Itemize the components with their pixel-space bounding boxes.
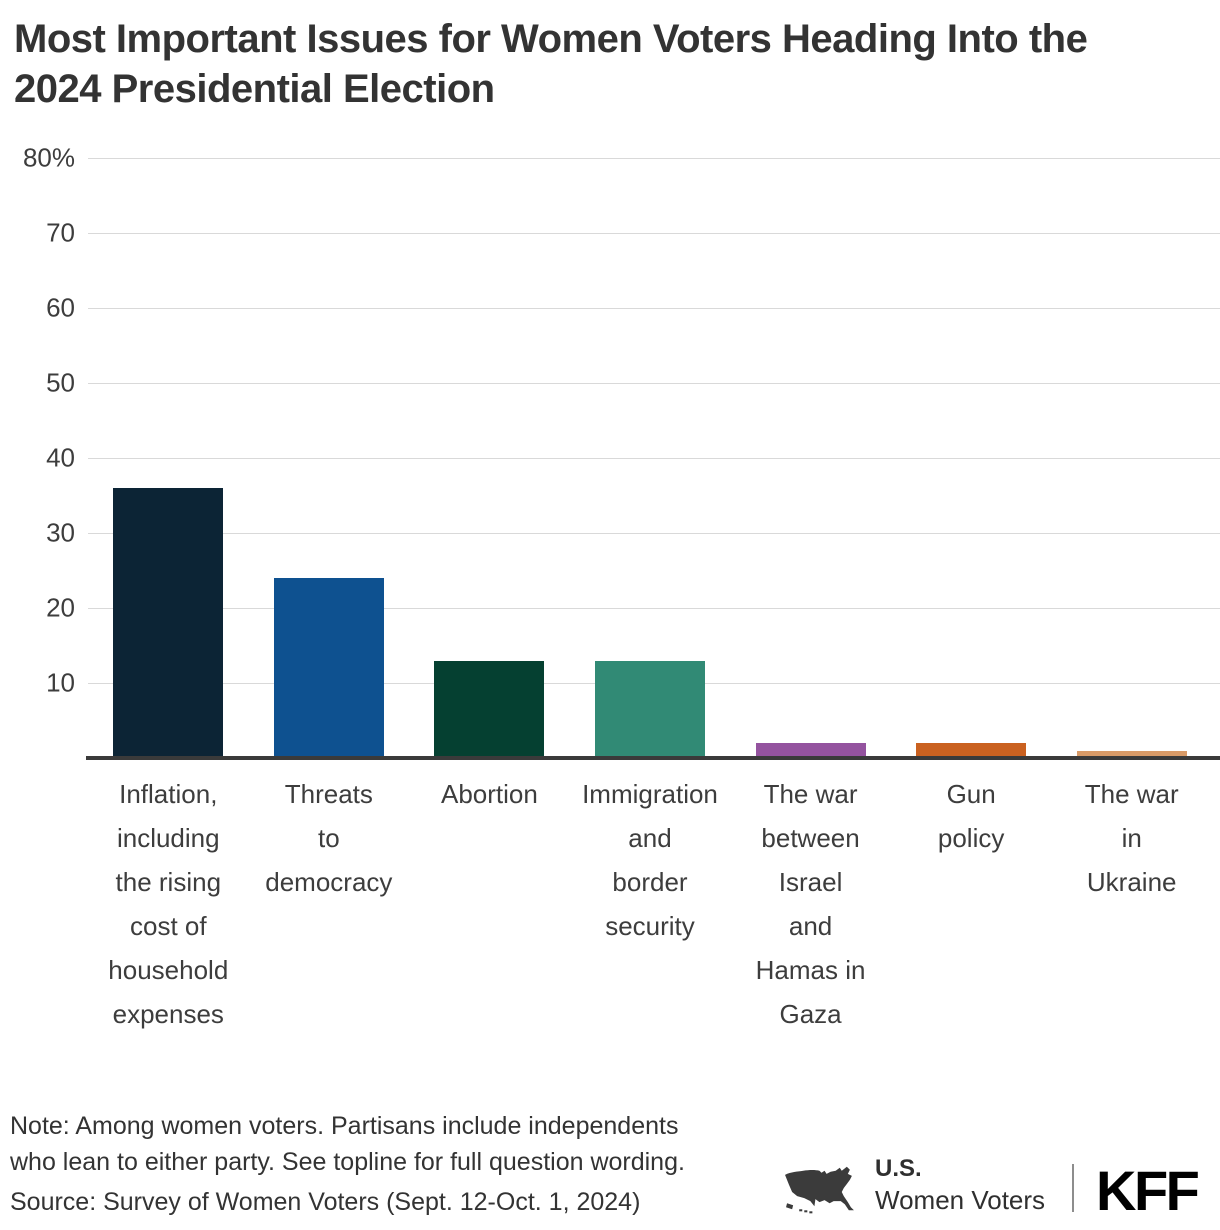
bar-immigration-and-border (595, 660, 705, 758)
chart-title: Most Important Issues for Women Voters H… (14, 14, 1204, 114)
gridline-30 (88, 533, 1220, 534)
gridline-20 (88, 608, 1220, 609)
y-axis-tick-10: 10 (46, 667, 75, 698)
source: Source: Survey of Women Voters (Sept. 12… (10, 1188, 641, 1216)
x-axis-label-line: democracy (265, 867, 393, 897)
brand-region-label: U.S. (875, 1155, 922, 1182)
x-axis-label-line: Gun (946, 779, 996, 809)
x-axis-label-line: Threats (284, 779, 373, 809)
x-axis-label-line: and (788, 911, 833, 941)
gridline-40 (88, 458, 1220, 459)
x-axis-label-line: and (628, 823, 672, 853)
x-axis-label-line: including (116, 823, 220, 853)
x-axis-label-line: in (1121, 823, 1142, 853)
x-axis-label-line: the rising (115, 867, 222, 897)
x-axis-label-line: expenses (112, 999, 224, 1029)
gridline-60 (88, 308, 1220, 309)
brand-text: U.S. Women Voters (875, 1154, 1045, 1216)
y-axis-tick-30: 30 (46, 517, 75, 548)
x-axis-label-line: Gaza (779, 999, 842, 1029)
branding-block: U.S. Women Voters KFF (780, 1150, 1220, 1225)
y-axis-tick-20: 20 (46, 592, 75, 623)
y-axis-tick-70: 70 (46, 217, 75, 248)
x-axis-label-threats-to-democracy: Threats to democracy (240, 772, 418, 904)
x-axis-label-line: Inflation, (119, 779, 218, 809)
x-axis-label-gun-policy: Gun policy (882, 772, 1060, 860)
x-axis-label-line: between (761, 823, 860, 853)
bar-inflation-including-the (113, 488, 224, 758)
x-axis-label-immigration-and-border: Immigration and border security (561, 772, 739, 948)
y-axis-tick-60: 60 (46, 292, 75, 323)
bar-the-war-in (1076, 750, 1187, 758)
brand-audience-label: Women Voters (875, 1185, 1046, 1215)
chart-title-line-2: 2024 Presidential Election (14, 67, 495, 111)
note-line-1: Note: Among women voters. Partisans incl… (10, 1112, 679, 1140)
y-axis-tick-50: 50 (46, 367, 75, 398)
x-axis-label-line: cost of (129, 911, 207, 941)
bar-abortion (434, 660, 545, 758)
x-axis-label-line: border (612, 867, 688, 897)
x-axis-line (86, 756, 1220, 760)
bar-gun-policy (916, 743, 1027, 758)
note-line-2: who lean to either party. See topline fo… (10, 1148, 685, 1176)
x-axis-label-line: Israel (778, 867, 843, 897)
x-axis-label-line: Abortion (441, 779, 538, 809)
x-axis-label-line: security (605, 911, 695, 941)
x-axis-label-abortion: Abortion (400, 772, 578, 816)
bar-threats-to-democracy (273, 578, 384, 758)
x-axis-labels: Inflation, including the rising cost of hous… (88, 772, 1212, 1032)
x-axis-label-inflation-including-the: Inflation, including the rising cost of hous… (79, 772, 257, 1036)
x-axis-label-the-war-in: The war in Ukraine (1043, 772, 1220, 904)
x-axis-label-line: Hamas in (755, 955, 866, 985)
x-axis-label-line: The war (1084, 779, 1179, 809)
x-axis-label-line: policy (937, 823, 1005, 853)
x-axis-label-line: Immigration (582, 779, 718, 809)
bar-the-war-between (755, 743, 866, 758)
x-axis-label-line: The war (763, 779, 858, 809)
kff-logo: KFF (1096, 1159, 1200, 1222)
us-map-icon (783, 1162, 860, 1214)
x-axis-label-line: to (318, 823, 340, 853)
gridline-50 (88, 383, 1220, 384)
y-axis-tick-40: 40 (46, 442, 75, 473)
y-axis-tick-80: 80% (22, 142, 75, 173)
note: Note: Among women voters. Partisans incl… (10, 1108, 685, 1180)
x-axis-label-line: household (108, 955, 229, 985)
gridline-80 (88, 158, 1220, 159)
gridline-70 (88, 233, 1220, 234)
x-axis-label-the-war-between: The war between Israel and Hamas in Gaza (722, 772, 900, 1036)
brand-divider (1072, 1164, 1074, 1212)
x-axis-label-line: Ukraine (1086, 867, 1177, 897)
bars-layer (88, 158, 1212, 758)
chart-title-line-1: Most Important Issues for Women Voters H… (14, 17, 1088, 61)
y-axis: 80% 70 60 50 40 30 20 10 (0, 0, 75, 800)
